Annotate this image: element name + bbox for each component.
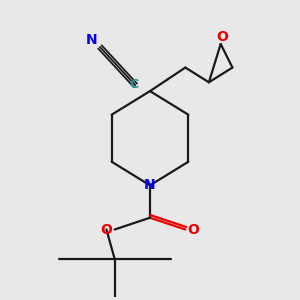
Text: O: O — [216, 30, 228, 44]
Text: C: C — [129, 78, 138, 91]
Text: O: O — [100, 223, 112, 236]
Text: N: N — [85, 33, 97, 46]
Text: O: O — [187, 223, 199, 236]
Text: N: N — [144, 178, 156, 192]
